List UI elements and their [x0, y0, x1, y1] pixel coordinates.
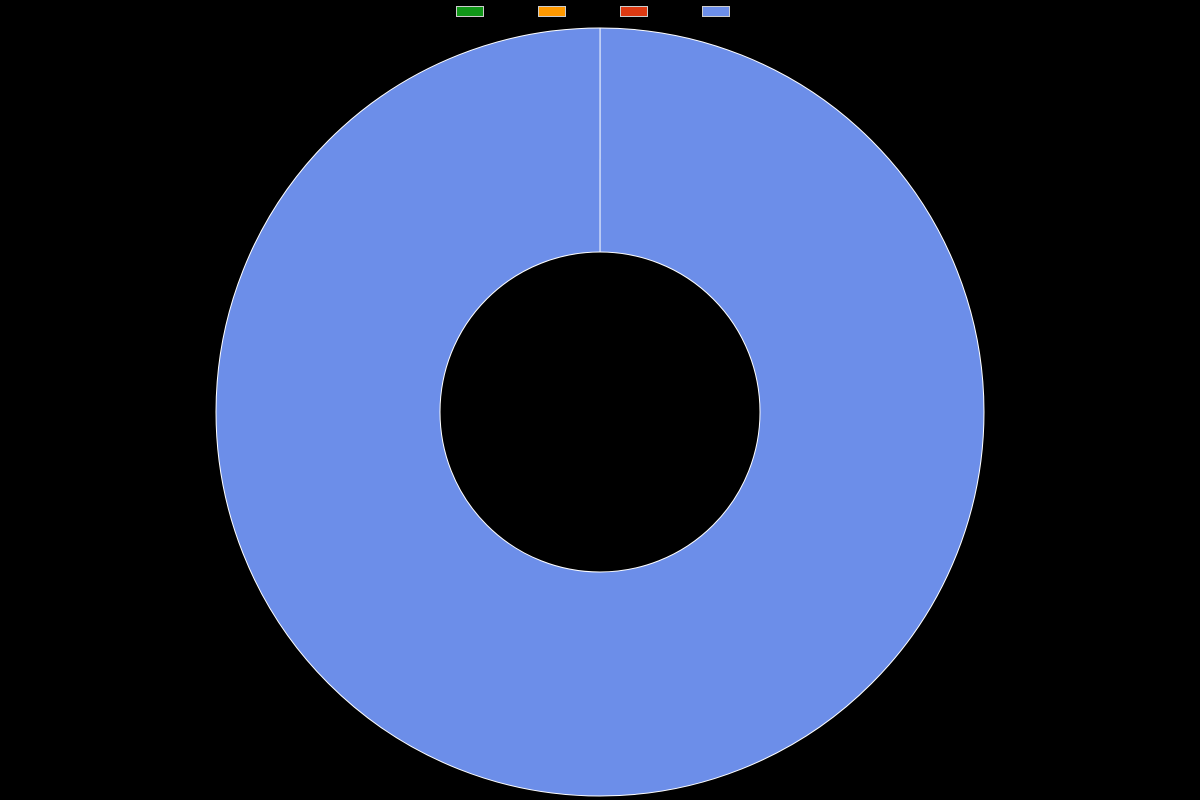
legend-item-3[interactable] [702, 6, 744, 17]
legend-item-2[interactable] [620, 6, 662, 17]
chart-legend [0, 6, 1200, 17]
donut-chart [0, 24, 1200, 800]
legend-item-1[interactable] [538, 6, 580, 17]
legend-swatch-2 [620, 6, 648, 17]
donut-svg [0, 24, 1200, 800]
chart-container [0, 0, 1200, 800]
legend-swatch-3 [702, 6, 730, 17]
legend-swatch-0 [456, 6, 484, 17]
legend-swatch-1 [538, 6, 566, 17]
legend-item-0[interactable] [456, 6, 498, 17]
